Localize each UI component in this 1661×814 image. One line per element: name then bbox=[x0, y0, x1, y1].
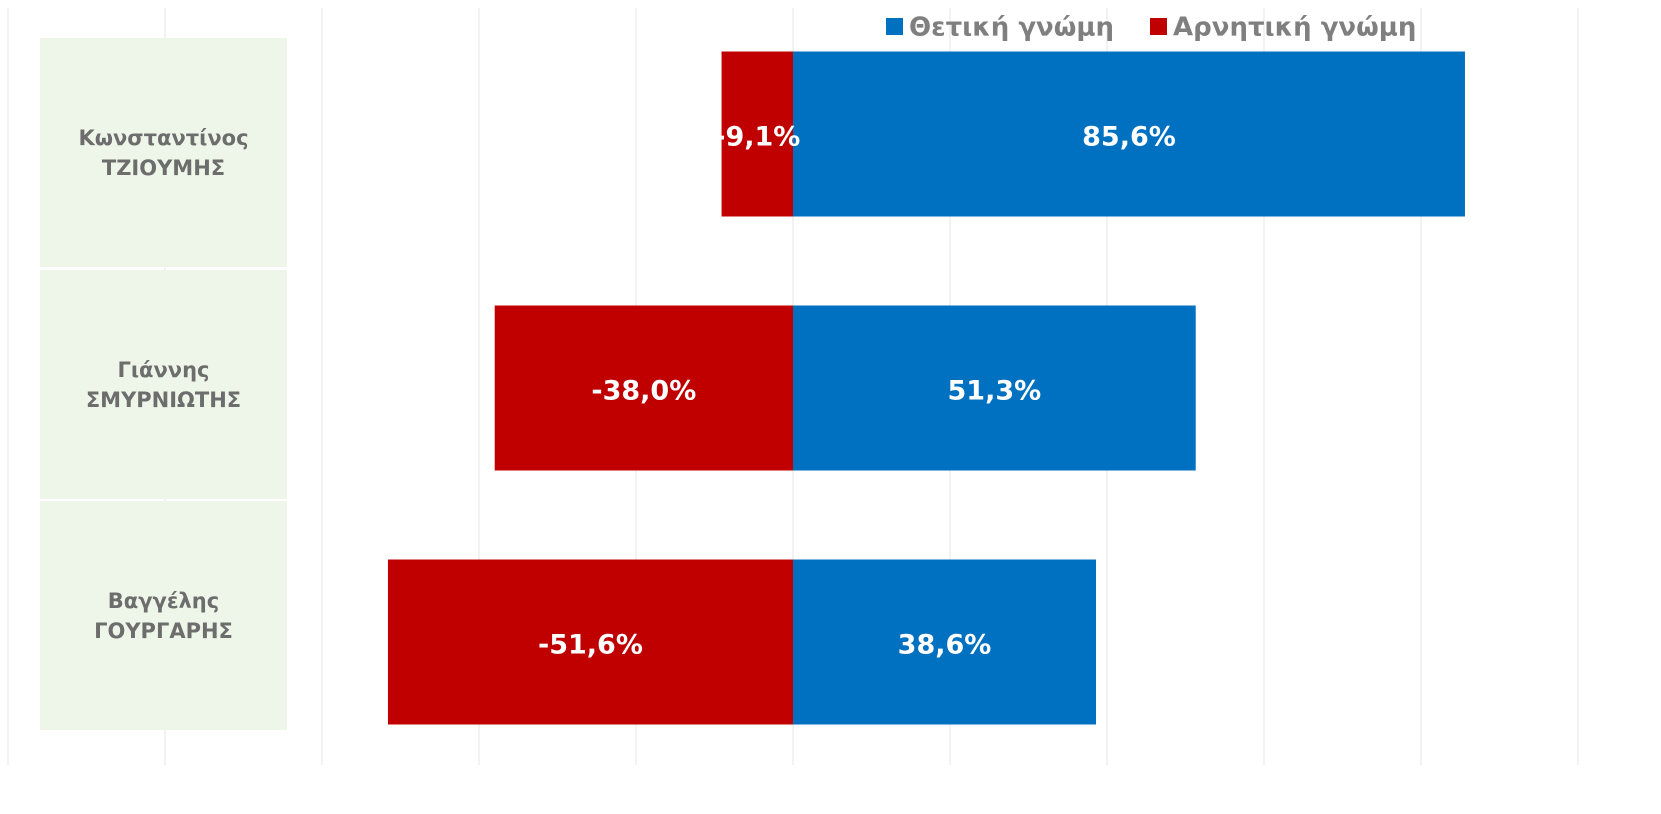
legend-label: Θετική γνώμη bbox=[909, 13, 1114, 43]
bar bbox=[793, 305, 1196, 471]
category-label: Κωνσταντίνος ΤΖΙΟΥΜΗΣ bbox=[40, 38, 287, 267]
legend-swatch bbox=[886, 18, 903, 35]
bar bbox=[494, 305, 793, 471]
value-label: 51,3% bbox=[948, 376, 1042, 407]
category-label: Βαγγέλης ΓΟΥΡΓΑΡΗΣ bbox=[40, 501, 287, 730]
value-label: -9,1% bbox=[714, 122, 800, 153]
value-label: -51,6% bbox=[538, 630, 643, 661]
value-label: 38,6% bbox=[898, 630, 992, 661]
bar bbox=[721, 51, 793, 217]
legend-label: Αρνητική γνώμη bbox=[1173, 13, 1416, 43]
bar bbox=[793, 559, 1097, 725]
bar bbox=[793, 51, 1465, 217]
legend-swatch bbox=[1150, 18, 1167, 35]
category-label: Γιάννης ΣΜΥΡΝΙΩΤΗΣ bbox=[40, 270, 287, 499]
bar bbox=[387, 559, 793, 725]
value-label: -38,0% bbox=[591, 376, 696, 407]
value-label: 85,6% bbox=[1082, 122, 1176, 153]
